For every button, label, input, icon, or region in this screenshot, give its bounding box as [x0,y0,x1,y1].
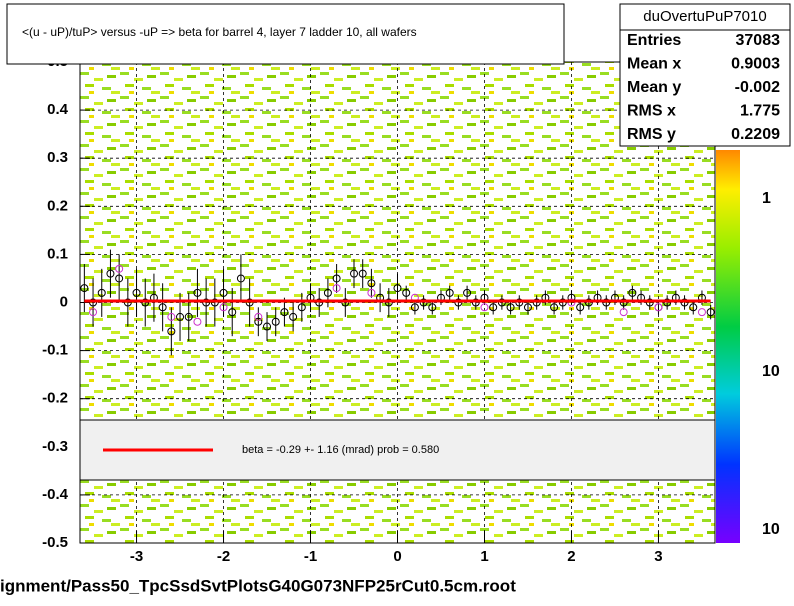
colorbar-label: 10 [762,521,780,538]
stats-label: RMS x [627,103,676,120]
profile-point [428,303,437,312]
profile-point [550,303,559,312]
profile-point [358,269,367,278]
profile-point [350,269,359,278]
profile-point [332,274,341,283]
legend-text: beta = -0.29 +- 1.16 (mrad) prob = 0.580 [242,444,439,456]
profile-point [219,288,228,297]
profile-point [176,312,185,321]
stats-value: 1.775 [740,103,780,120]
stats-box [619,3,791,147]
profile-point [332,284,341,293]
profile-point [619,308,628,317]
profile-point [393,284,402,293]
profile-point [697,308,706,317]
x-tick-label: -2 [217,548,230,565]
stats-label: RMS y [627,126,676,143]
profile-point [228,308,237,317]
profile-point [193,317,202,326]
chart-title: <(u - uP)/tuP> versus -uP => beta for ba… [22,25,417,39]
x-tick-label: -3 [130,548,143,565]
footer: ignment/Pass50_TpcSsdSvtPlotsG40G073NFP2… [0,576,516,595]
y-tick-label: 0.3 [47,149,68,166]
profile-point [219,303,228,312]
profile-point [106,269,115,278]
x-tick-label: 1 [480,548,488,565]
x-tick-label: 3 [654,548,662,565]
profile-point [402,288,411,297]
y-tick-label: 0 [60,293,68,310]
stats-value: 0.2209 [731,126,780,143]
y-tick-label: 0.1 [47,245,68,262]
profile-point [297,303,306,312]
y-tick-label: -0.4 [42,486,69,503]
profile-point [367,279,376,288]
x-tick-label: -1 [304,548,317,565]
profile-point [689,303,698,312]
profile-point [184,312,193,321]
profile-point [89,308,98,317]
profile-point [445,288,454,297]
profile-point [97,288,106,297]
profile-point [628,288,637,297]
stats-title: duOvertuPuP7010 [643,8,766,25]
profile-point [115,274,124,283]
stats-label: Entries [627,32,681,49]
profile-point [463,288,472,297]
stats-value: -0.002 [735,79,780,96]
x-tick-label: 0 [393,548,401,565]
profile-point [576,303,585,312]
x-tick-label: 2 [567,548,575,565]
profile-point [167,327,176,336]
profile-point [167,312,176,321]
profile-point [323,288,332,297]
profile-point [506,303,515,312]
colorbar-label: 10 [762,363,780,380]
stats-value: 0.9003 [731,56,780,73]
colorbar-label: 1 [762,190,771,207]
stats-label: Mean x [627,56,681,73]
profile-point [132,288,141,297]
profile-point [410,303,419,312]
profile-point [271,317,280,326]
profile-point [193,288,202,297]
profile-point [289,312,298,321]
y-tick-label: -0.3 [42,438,68,455]
y-tick-label: 0.4 [47,101,69,118]
y-tick-label: -0.1 [42,342,68,359]
legend-box [79,419,716,481]
profile-point [523,303,532,312]
profile-point [706,308,715,317]
color-palette [716,150,740,543]
profile-point [489,303,498,312]
stats-label: Mean y [627,79,681,96]
y-tick-label: -0.2 [42,390,68,407]
profile-point [158,303,167,312]
y-tick-label: 0.2 [47,197,68,214]
profile-point [367,288,376,297]
profile-point [236,274,245,283]
profile-point [480,303,489,312]
y-tick-label: -0.5 [42,534,68,551]
title-box [6,3,565,65]
profile-point [254,317,263,326]
profile-point [254,312,263,321]
profile-point [280,308,289,317]
profile-point [263,322,272,331]
profile-point [654,303,663,312]
profile-point [80,284,89,293]
stats-value: 37083 [736,32,781,49]
profile-point [115,264,124,273]
